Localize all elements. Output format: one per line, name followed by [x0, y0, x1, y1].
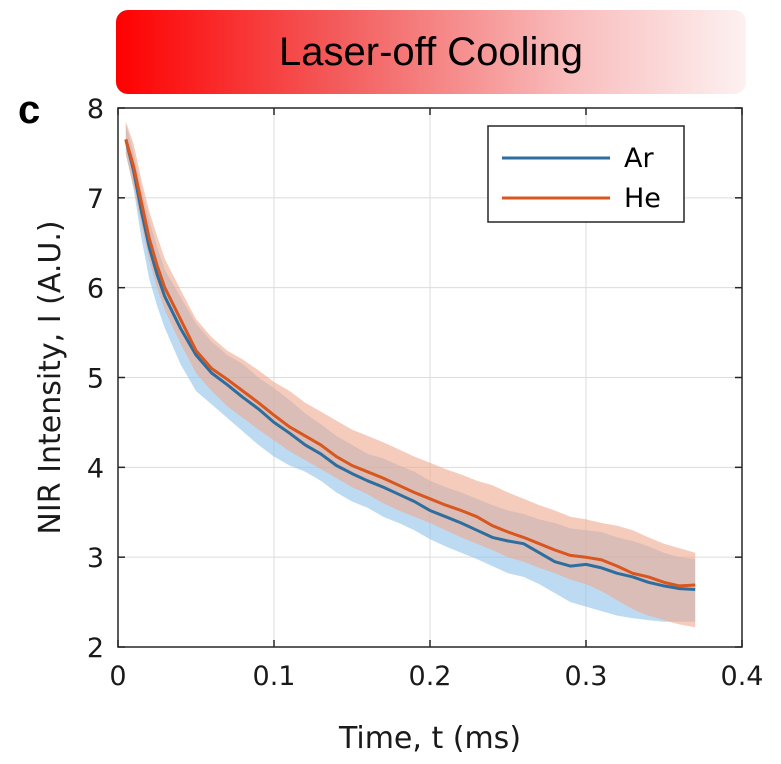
- confidence-bands: [125, 121, 696, 628]
- y-axis-label: NIR Intensity, I (A.U.): [33, 220, 68, 534]
- band-he: [125, 121, 696, 628]
- y-tick-label: 6: [87, 274, 104, 305]
- x-tick-label: 0.1: [253, 661, 296, 692]
- legend-box: [487, 125, 685, 223]
- x-axis-label: Time, t (ms): [338, 721, 521, 756]
- banner-title: Laser-off Cooling: [279, 29, 583, 74]
- legend-label-he: He: [624, 183, 661, 214]
- panel-label: c: [18, 88, 41, 132]
- y-tick-label: 4: [87, 453, 104, 484]
- y-tick-label: 5: [87, 364, 104, 395]
- y-tick-label: 3: [87, 543, 104, 574]
- x-tick-label: 0.4: [721, 661, 764, 692]
- ticks: [117, 107, 743, 648]
- series-line-he: [124, 138, 696, 588]
- series-lines: [124, 138, 696, 591]
- x-tick-label: 0: [109, 661, 126, 692]
- y-tick-label: 8: [87, 94, 104, 125]
- legend: Ar He: [487, 125, 685, 223]
- series-line-ar: [124, 139, 696, 591]
- tick-labels: 0 0.1 0.2 0.3 0.4 2 3 4 5 6 7 8: [87, 94, 764, 692]
- legend-label-ar: Ar: [624, 143, 654, 174]
- y-tick-label: 2: [87, 633, 104, 664]
- x-tick-label: 0.3: [565, 661, 608, 692]
- x-tick-label: 0.2: [409, 661, 452, 692]
- title-banner: Laser-off Cooling: [116, 10, 746, 94]
- y-tick-label: 7: [87, 184, 104, 215]
